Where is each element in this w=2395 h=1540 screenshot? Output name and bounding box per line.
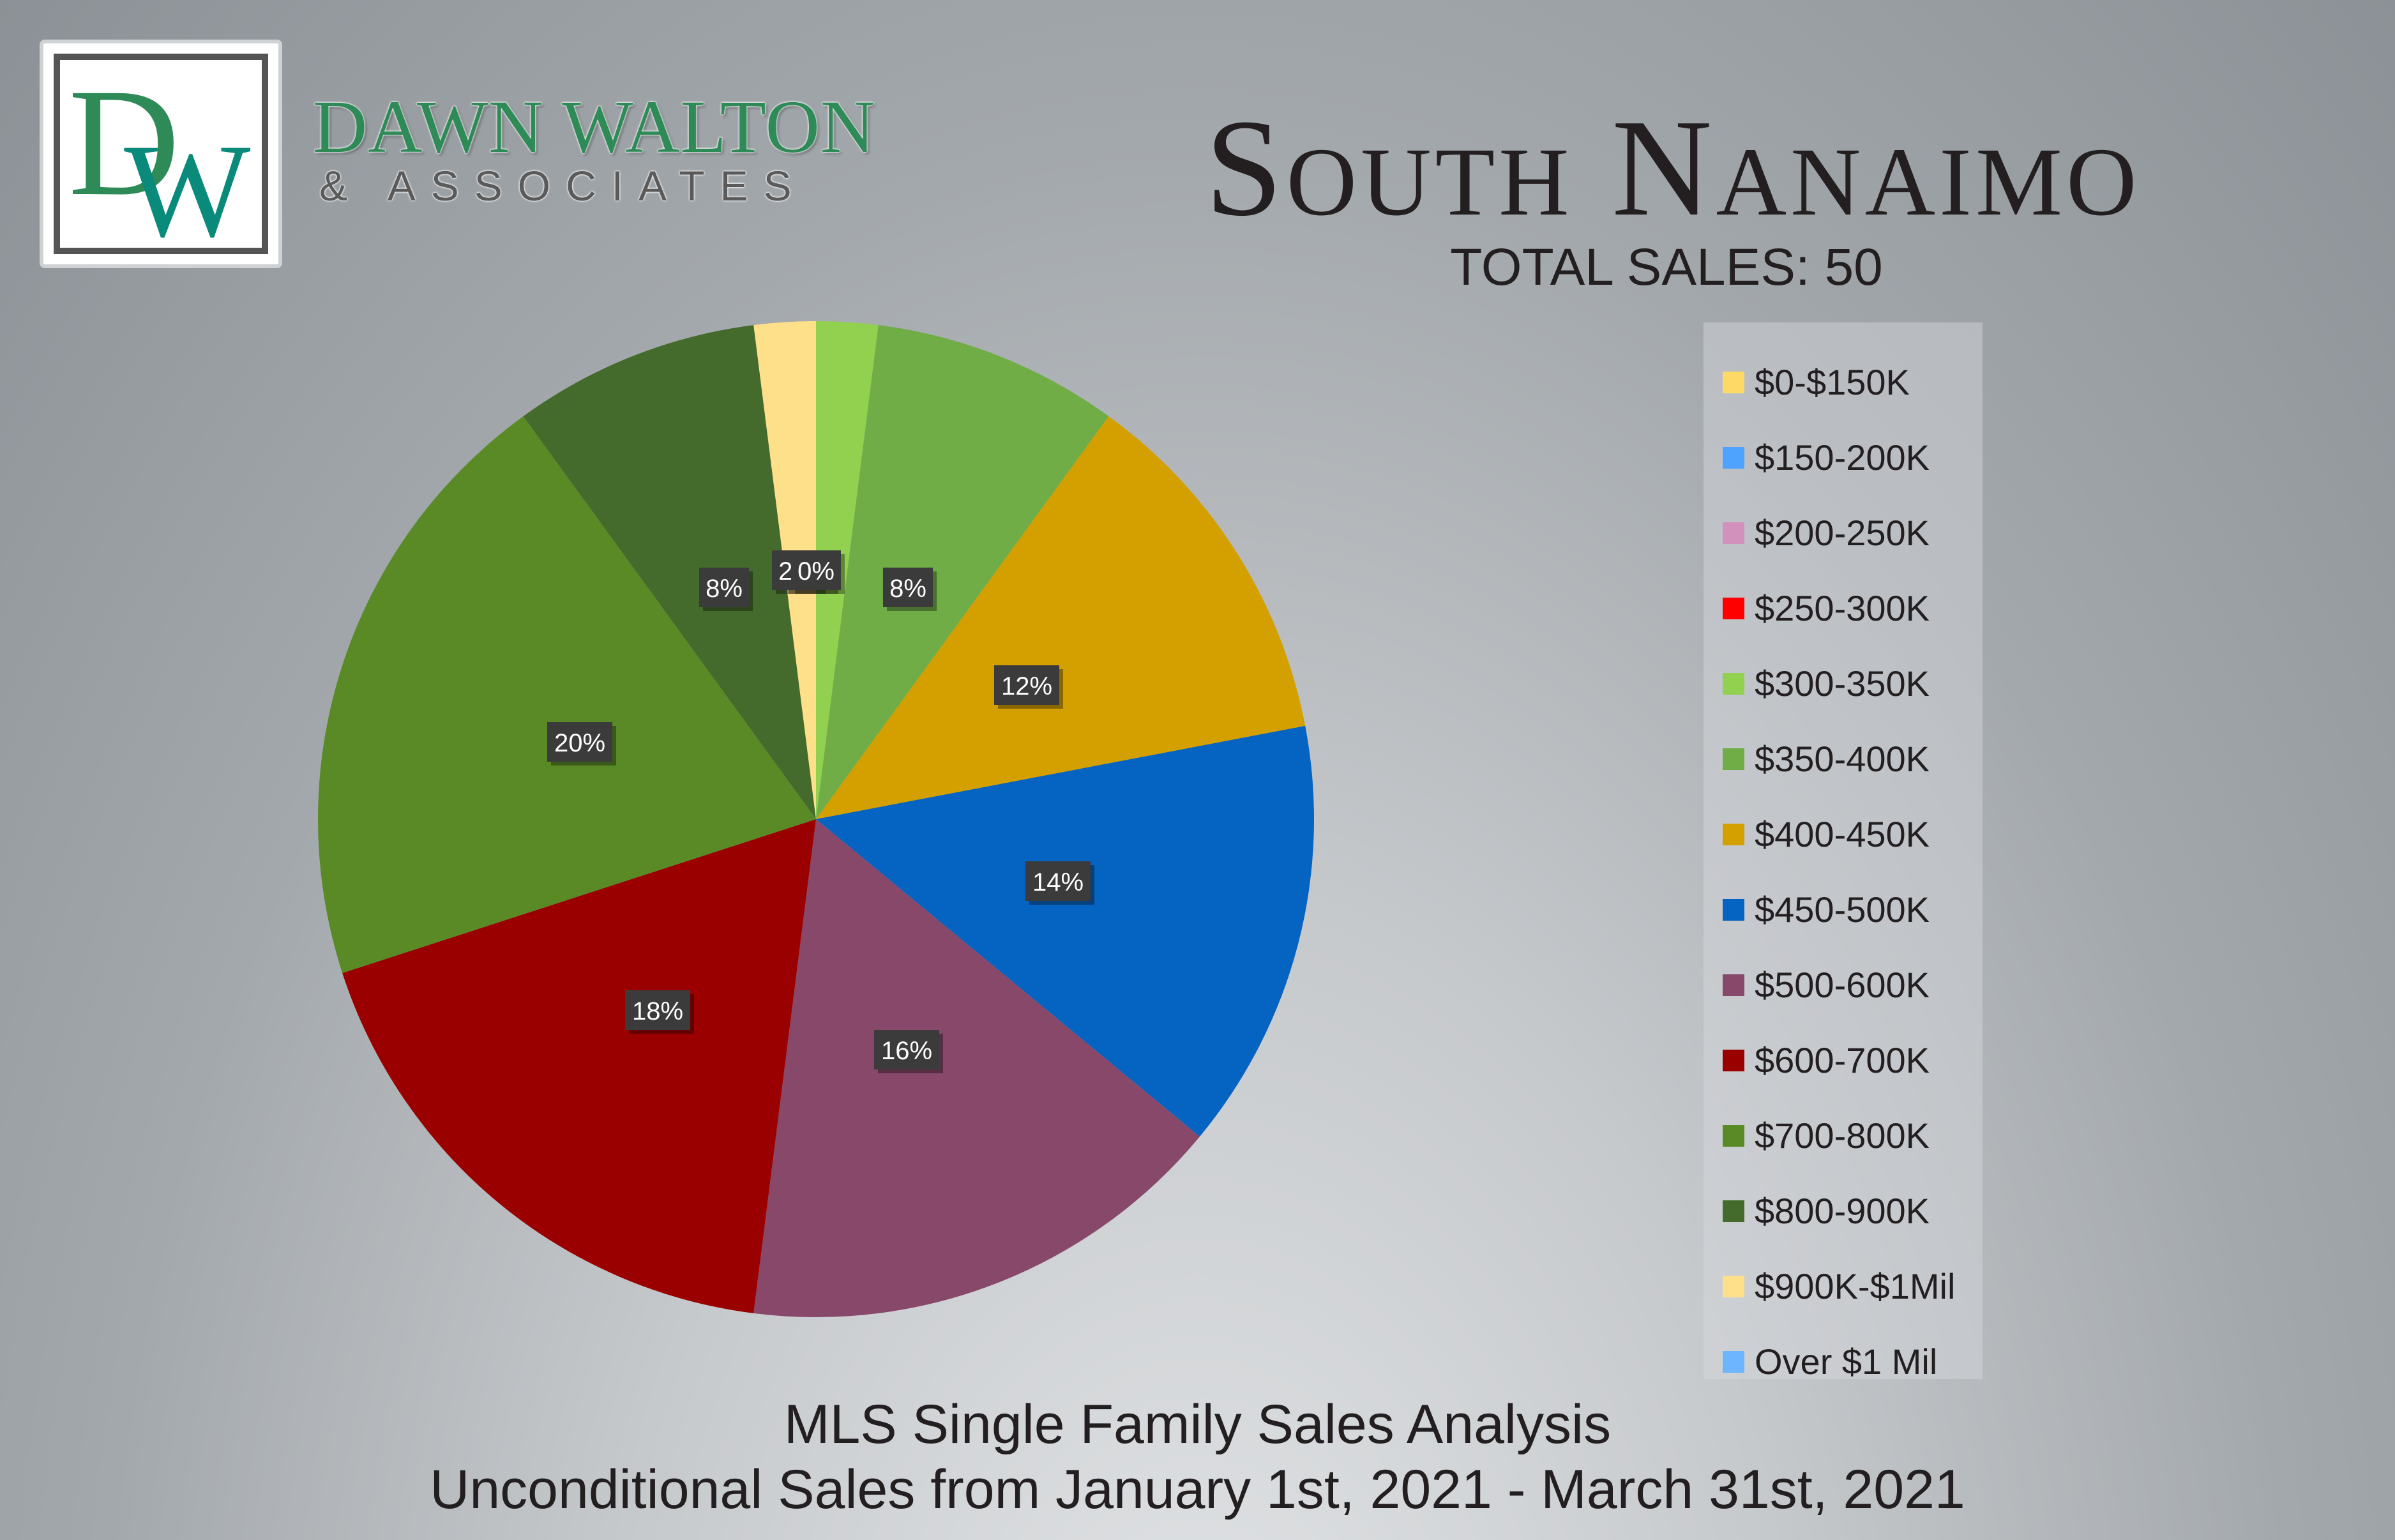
legend-label: $450-500K [1755, 889, 1930, 930]
legend-item: $700-800K [1704, 1098, 1983, 1174]
legend-label: $400-450K [1755, 814, 1930, 854]
pie-slice [816, 416, 1306, 819]
legend-label: $250-300K [1755, 588, 1930, 628]
legend-swatch [1723, 1276, 1744, 1297]
logo-letter-d: D [68, 60, 179, 228]
legend-item: $0-$150K [1704, 345, 1983, 420]
legend-item: $200-250K [1704, 495, 1983, 571]
legend-swatch [1723, 748, 1744, 770]
legend-item: $600-700K [1704, 1023, 1983, 1098]
legend-item: $900K-$1Mil [1704, 1249, 1983, 1324]
chart-subtitle: MLS Single Family Sales Analysis [783, 1394, 1612, 1455]
pie-slice [318, 416, 816, 974]
legend-label: $900K-$1Mil [1755, 1266, 1956, 1306]
legend-item: $450-500K [1704, 872, 1983, 947]
legend-label: Over $1 Mil [1755, 1341, 1938, 1382]
svg-text:8%: 8% [889, 575, 926, 603]
data-label: 16% [874, 1030, 943, 1073]
logo-letter-w: W [124, 117, 250, 248]
data-label: 8% [883, 568, 937, 611]
legend-label: $600-700K [1755, 1040, 1930, 1080]
data-label: 0% [791, 550, 845, 594]
pie-slice [816, 325, 1109, 820]
legend-label: $700-800K [1755, 1115, 1930, 1156]
brand-name: DAWN WALTON [313, 85, 876, 169]
chart-legend: $0-$150K $150-200K $200-250K $250-300K $300-… [1704, 322, 1983, 1380]
logo: D W [40, 40, 282, 268]
legend-swatch [1723, 899, 1744, 921]
legend-label: $200-250K [1755, 513, 1930, 553]
date-range: Unconditional Sales from January 1st, 20… [430, 1459, 1965, 1520]
legend-swatch [1723, 1200, 1744, 1222]
logo-frame: D W [54, 54, 268, 254]
pie-slice [816, 725, 1315, 1137]
legend-swatch [1723, 372, 1744, 393]
logo-mark: D W [68, 60, 250, 248]
pie-slice [816, 321, 879, 819]
svg-text:12%: 12% [1001, 672, 1052, 700]
legend-swatch [1723, 598, 1744, 619]
legend-item: $800-900K [1704, 1174, 1983, 1249]
page-title: South Nanaimo [1205, 91, 2141, 245]
pie-slice [523, 325, 816, 820]
legend-label: $500-600K [1755, 965, 1930, 1005]
svg-text:16%: 16% [881, 1037, 932, 1065]
pie-slice [342, 819, 816, 1313]
pie-slice [753, 819, 1200, 1317]
data-label: 20% [547, 722, 616, 766]
legend-item: $300-350K [1704, 646, 1983, 721]
data-label: 8% [699, 568, 753, 611]
legend-swatch [1723, 673, 1744, 695]
legend-label: $300-350K [1755, 663, 1930, 704]
svg-text:18%: 18% [632, 997, 683, 1025]
legend-swatch [1723, 974, 1744, 996]
legend-swatch [1723, 447, 1744, 469]
legend-item: $250-300K [1704, 571, 1983, 646]
legend-item: $350-400K [1704, 721, 1983, 797]
svg-text:14%: 14% [1032, 868, 1084, 896]
legend-item: $400-450K [1704, 797, 1983, 872]
svg-text:20%: 20% [554, 729, 605, 757]
legend-swatch [1723, 522, 1744, 544]
brand-subtitle: & ASSOCIATES [319, 162, 807, 209]
legend-item: $500-600K [1704, 947, 1983, 1023]
legend-label: $350-400K [1755, 739, 1930, 779]
legend-label: $800-900K [1755, 1191, 1930, 1231]
total-sales: TOTAL SALES: 50 [1450, 238, 1883, 296]
legend-swatch [1723, 1125, 1744, 1147]
svg-text:0%: 0% [797, 557, 835, 585]
legend-swatch [1723, 1050, 1744, 1071]
legend-swatch [1723, 1351, 1744, 1373]
legend-label: $150-200K [1755, 437, 1930, 478]
data-label: 18% [625, 990, 694, 1034]
legend-item: $150-200K [1704, 420, 1983, 495]
legend-label: $0-$150K [1755, 362, 1910, 402]
data-label: 12% [994, 665, 1063, 709]
svg-text:8%: 8% [706, 575, 743, 603]
legend-swatch [1723, 824, 1744, 845]
legend-item: Over $1 Mil [1704, 1324, 1983, 1400]
data-label: 14% [1025, 861, 1094, 905]
